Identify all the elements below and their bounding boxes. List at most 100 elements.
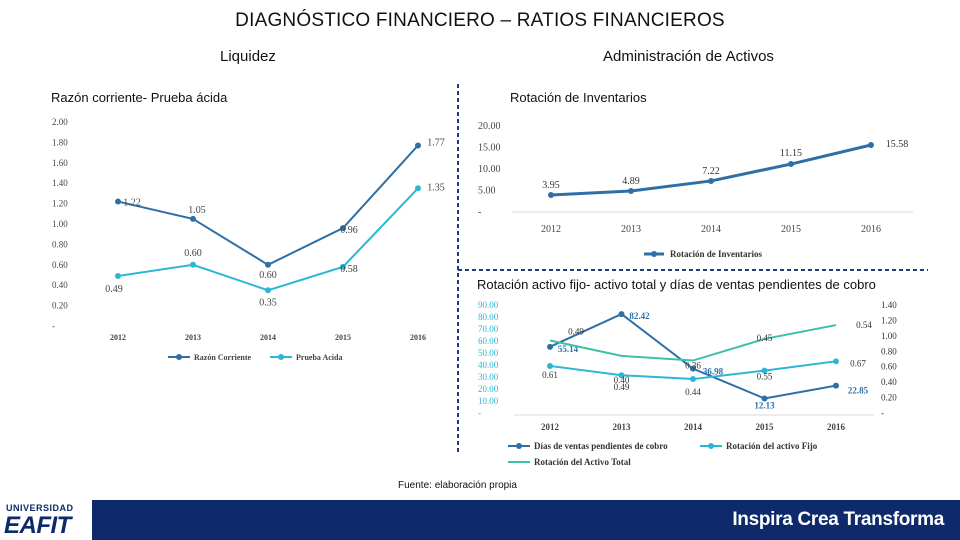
- data-point: [547, 343, 553, 350]
- legend-label: Rotación del activo Fijo: [726, 441, 818, 451]
- y-tick-label-left: 50.00: [478, 348, 499, 358]
- y-tick-label-left: 20.00: [478, 384, 499, 394]
- y-tick-label: 0.20: [52, 301, 68, 311]
- legend-label: Prueba Acida: [296, 353, 342, 362]
- data-point: [833, 382, 839, 389]
- data-label: 0.44: [685, 387, 701, 397]
- data-point: [788, 161, 794, 168]
- data-point: [340, 263, 346, 270]
- page-title: DIAGNÓSTICO FINANCIERO – RATIOS FINANCIE…: [235, 10, 725, 31]
- data-label: 0.61: [542, 370, 558, 380]
- data-point: [618, 372, 625, 379]
- x-tick-label: 2016: [827, 422, 846, 432]
- chart-title-inventarios: Rotación de Inventarios: [510, 90, 647, 105]
- y-tick-label-right: 1.20: [881, 315, 897, 325]
- y-tick-label: 15.00: [478, 143, 501, 154]
- x-tick-label: 2014: [260, 333, 276, 342]
- data-label: 55.14: [558, 344, 579, 354]
- x-tick-label: 2012: [110, 333, 126, 342]
- data-point: [708, 177, 714, 184]
- data-label: 1.77: [427, 137, 445, 148]
- x-tick-label: 2013: [185, 333, 201, 342]
- data-label: 12.13: [754, 400, 775, 410]
- data-point: [628, 187, 634, 194]
- x-tick-label: 2014: [684, 422, 703, 432]
- y-tick-label-right: -: [881, 408, 884, 418]
- y-tick-label-right: 0.20: [881, 393, 897, 403]
- data-label: 0.36: [685, 361, 701, 371]
- chart-title-liquidez: Razón corriente- Prueba ácida: [51, 90, 228, 105]
- chart-liquidez: 2.00 1.80 1.60 1.40 1.20 1.00 0.80 0.60 0.40 0.20…: [52, 117, 445, 362]
- x-tick-label: 2014: [701, 224, 721, 235]
- data-point: [833, 358, 839, 365]
- series-line-1: [549, 312, 837, 400]
- y-tick-label-left: 90.00: [478, 300, 499, 310]
- data-label: 11.15: [780, 148, 802, 159]
- data-point: [547, 362, 553, 369]
- data-label: 0.60: [184, 248, 202, 259]
- y-tick-label-left: 30.00: [478, 372, 499, 382]
- y-tick-label-left: 80.00: [478, 312, 499, 322]
- y-tick-label-right: 0.40: [881, 377, 897, 387]
- chart-activos: 90.00 80.00 70.00 60.00 50.00 40.00 30.00 20.00…: [478, 300, 897, 467]
- data-label: 4.89: [622, 176, 640, 187]
- data-point: [415, 185, 421, 192]
- legend-marker: [278, 354, 284, 360]
- chart-inventarios: 20.00 15.00 10.00 5.00 - 2012 2013 2014 2015 2016…: [478, 121, 913, 259]
- x-tick-label: 2015: [335, 333, 351, 342]
- y-tick-label-left: 40.00: [478, 360, 499, 370]
- source-note: Fuente: elaboración propia: [398, 480, 517, 491]
- logo-eafit: EAFIT: [4, 512, 71, 539]
- y-tick-label-left: 10.00: [478, 396, 499, 406]
- y-tick-label: 1.80: [52, 137, 68, 147]
- data-point: [618, 311, 625, 318]
- x-tick-label: 2015: [756, 422, 775, 432]
- legend-marker: [516, 443, 522, 449]
- data-point: [690, 376, 696, 383]
- data-label: 0.67: [850, 358, 866, 368]
- legend-marker: [708, 443, 714, 449]
- legend-marker: [176, 354, 182, 360]
- data-point: [548, 192, 554, 199]
- data-point: [761, 367, 768, 374]
- data-point: [265, 287, 271, 294]
- y-tick-label: 1.00: [52, 219, 68, 229]
- y-tick-label-left: -: [478, 408, 481, 418]
- y-tick-label: 0.40: [52, 280, 68, 290]
- data-point: [265, 261, 271, 268]
- y-tick-label: 20.00: [478, 121, 501, 132]
- chart-title-activos: Rotación activo fijo- activo total y día…: [477, 277, 876, 292]
- x-tick-label: 2016: [410, 333, 426, 342]
- legend-label: Rotación de Inventarios: [670, 249, 762, 259]
- y-tick-label-left: 60.00: [478, 336, 499, 346]
- data-point: [761, 395, 768, 402]
- data-point: [190, 215, 196, 222]
- section-heading-activos: Administración de Activos: [603, 48, 774, 65]
- data-point: [340, 225, 346, 232]
- data-label: 15.58: [886, 139, 909, 150]
- y-tick-label-right: 0.60: [881, 362, 897, 372]
- legend-label: Rotación del Activo Total: [534, 457, 631, 467]
- series-line-1: [117, 144, 419, 266]
- y-tick-label: -: [478, 207, 481, 218]
- section-heading-liquidez: Liquidez: [220, 48, 276, 65]
- data-label: 36.98: [703, 367, 724, 377]
- data-label: 0.40: [614, 375, 630, 385]
- x-tick-label: 2015: [781, 224, 801, 235]
- brand-bar: [92, 500, 960, 540]
- y-tick-label-right: 1.40: [881, 300, 897, 310]
- data-point: [115, 273, 121, 280]
- data-point: [868, 142, 874, 149]
- data-label: 22.85: [848, 386, 869, 396]
- data-label: 0.60: [259, 270, 277, 281]
- data-label: 1.35: [427, 182, 445, 193]
- legend-label: Días de ventas pendientes de cobro: [534, 441, 668, 451]
- data-label: 0.49: [614, 382, 630, 392]
- data-point: [415, 142, 421, 149]
- data-label: 0.54: [856, 320, 872, 330]
- data-label: 82.42: [629, 311, 650, 321]
- data-label: 1.05: [188, 205, 206, 216]
- y-tick-label: 2.00: [52, 117, 68, 127]
- x-tick-label: 2012: [541, 422, 560, 432]
